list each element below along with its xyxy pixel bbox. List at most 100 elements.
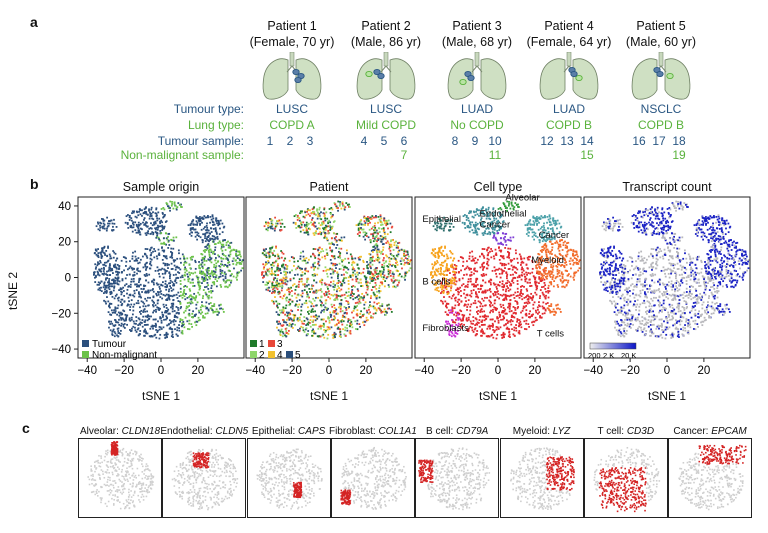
lung-icon xyxy=(631,52,691,100)
patient-meta: (Female, 64 yr) xyxy=(526,35,612,49)
marker-gene: LYZ xyxy=(552,426,571,437)
cell-type-label: Fibroblasts xyxy=(422,323,469,334)
y-tick-label: 20 xyxy=(58,237,71,249)
marker-plot xyxy=(78,438,162,518)
tumour-type-value: LUSC xyxy=(275,102,308,116)
marker-cell-type: Endothelial: xyxy=(160,426,216,437)
marker-cell-type: Epithelial: xyxy=(251,426,299,437)
marker-gene: CLDN18 xyxy=(121,426,161,437)
marker-cell-type: B cell: xyxy=(426,426,457,437)
tsne-title-patient: Patient xyxy=(309,180,349,194)
legend-swatch-patient xyxy=(250,340,257,347)
legend-swatch-patient xyxy=(268,340,275,347)
patient-name: Patient 2 xyxy=(361,19,411,33)
marker-plot xyxy=(415,438,500,518)
x-tick-label: −40 xyxy=(245,365,265,377)
marker-title: Epithelial: CAPS xyxy=(243,426,335,437)
x-tick-label: −40 xyxy=(414,365,434,377)
legend-tumour: Tumour xyxy=(92,339,127,350)
tsne-title-cell-type: Cell type xyxy=(473,180,523,194)
cell-type-label: Myeloid xyxy=(531,255,564,266)
lung-type-value: COPD B xyxy=(637,118,684,132)
cell-type-label: Epithelial xyxy=(422,214,461,225)
tumour-type-value: LUAD xyxy=(460,102,493,116)
nonmal-sample-value: 19 xyxy=(672,148,686,162)
tsne-title-transcript-count: Transcript count xyxy=(622,180,712,194)
marker-title: Cancer: EPCAM xyxy=(664,426,756,437)
tumour-sample-value: 3 xyxy=(306,134,314,148)
tumour-type-value: NSCLC xyxy=(640,102,682,116)
y-tick-label: −40 xyxy=(51,344,71,356)
marker-title: B cell: CD79A xyxy=(411,426,503,437)
legend-patient: 5 xyxy=(295,350,301,361)
cell-type-label: Cancer xyxy=(480,219,511,230)
tumour-sample-value: 16 xyxy=(632,134,646,148)
x-tick-label: 0 xyxy=(495,365,501,377)
x-tick-label: 20 xyxy=(359,365,372,377)
legend-swatch-patient xyxy=(286,351,293,358)
cell-type-label: Alveolar xyxy=(505,193,539,204)
tsne-panels: −40 −20 0 20 −40 −20 0 20 −40 −20 0 20 −40 −20 0 204020… xyxy=(51,193,751,377)
lung-type-value: COPD A xyxy=(269,118,315,132)
xlabel-tsne1: tSNE 1 xyxy=(647,389,686,403)
tumour-sample-value: 13 xyxy=(560,134,574,148)
tumour-sample-value: 14 xyxy=(580,134,594,148)
y-tick-label: 40 xyxy=(58,201,71,213)
x-tick-label: 20 xyxy=(528,365,541,377)
legend-patient: 1 xyxy=(259,339,265,350)
tumour-sample-value: 5 xyxy=(380,134,388,148)
tumour-sample-value: 10 xyxy=(488,134,502,148)
marker-gene: CD79A xyxy=(456,426,489,437)
tumour-sample-value: 18 xyxy=(672,134,686,148)
legend-swatch-nonmal xyxy=(82,351,89,358)
tumour-sample-value: 12 xyxy=(540,134,554,148)
x-tick-label: −40 xyxy=(77,365,97,377)
cell-type-label: T cells xyxy=(537,329,565,340)
tumour-type-label: Tumour type: xyxy=(173,102,244,116)
patient-name: Patient 1 xyxy=(267,19,317,33)
tumour-sample-value: 9 xyxy=(471,134,479,148)
lung-type-value: Mild COPD xyxy=(355,118,416,132)
tumour-type-value: LUSC xyxy=(369,102,402,116)
marker-gene: COL1A1 xyxy=(378,426,417,437)
lung-icon xyxy=(447,52,507,100)
tumour-sample-value: 8 xyxy=(451,134,459,148)
legend-nonmal: Non-malignant xyxy=(92,350,157,361)
lung-icon xyxy=(356,52,416,100)
cell-type-label: Cancer xyxy=(539,230,570,241)
x-tick-label: 0 xyxy=(158,365,164,377)
patient-name: Patient 4 xyxy=(544,19,594,33)
xlabel-tsne1: tSNE 1 xyxy=(478,389,517,403)
marker-plot xyxy=(162,438,247,518)
marker-plot xyxy=(583,438,668,518)
x-tick-label: −20 xyxy=(620,365,640,377)
tsne-plot xyxy=(430,200,581,340)
marker-gene: CLDN5 xyxy=(215,426,249,437)
x-tick-label: −20 xyxy=(114,365,134,377)
y-tick-label: 0 xyxy=(65,273,71,285)
marker-plot xyxy=(246,438,331,518)
tumour-sample-value: 1 xyxy=(266,134,274,148)
cell-type-label: B cells xyxy=(422,277,450,288)
marker-plot xyxy=(499,438,584,518)
tsne-plot xyxy=(261,200,412,340)
x-tick-label: 0 xyxy=(664,365,670,377)
tumour-sample-value: 6 xyxy=(400,134,408,148)
marker-plot xyxy=(668,438,753,518)
patient-meta: (Male, 86 yr) xyxy=(350,35,422,49)
x-tick-label: −20 xyxy=(451,365,471,377)
tumour-sample-value: 4 xyxy=(360,134,368,148)
marker-cell-type: T cell: xyxy=(597,426,627,437)
colorbar-label: 20 K xyxy=(621,351,636,360)
tumour-sample-label: Tumour sample: xyxy=(157,134,244,148)
marker-cell-type: Alveolar: xyxy=(79,426,122,437)
legend-swatch-patient xyxy=(250,351,257,358)
lung-type-value: No COPD xyxy=(450,118,504,132)
nonmal-sample-value: 11 xyxy=(488,148,502,162)
colorbar xyxy=(589,342,637,350)
marker-cell-type: Fibroblast: xyxy=(328,426,379,437)
nonmal-sample-label: Non-malignant sample: xyxy=(120,148,244,162)
x-tick-label: −40 xyxy=(583,365,603,377)
patient-name: Patient 5 xyxy=(636,19,686,33)
marker-title: Alveolar: CLDN18 xyxy=(74,426,166,437)
